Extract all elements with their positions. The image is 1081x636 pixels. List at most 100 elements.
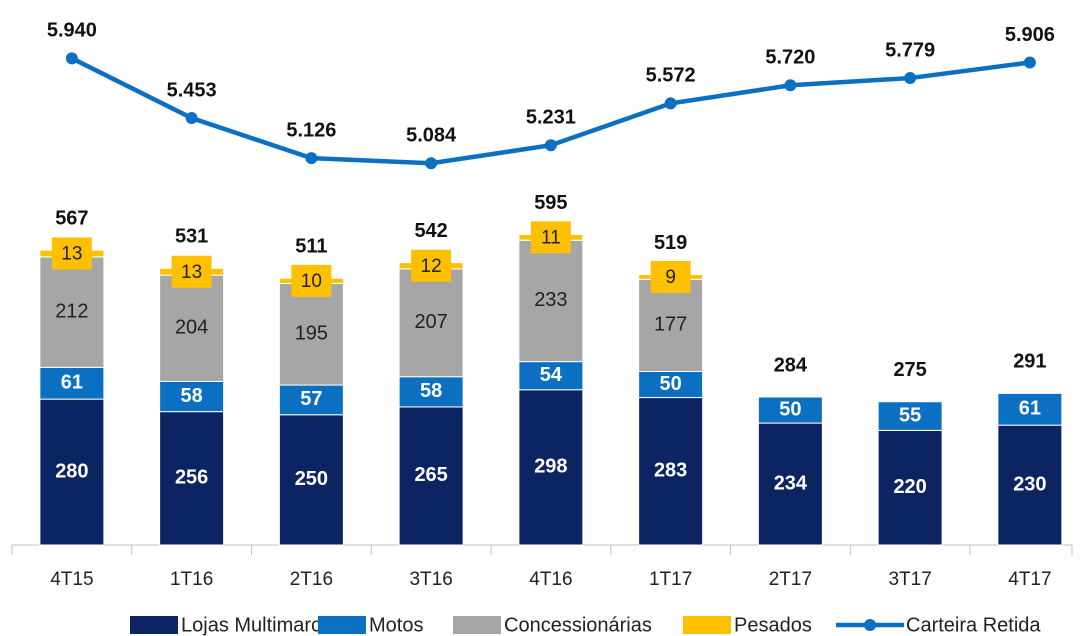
segment-label: 11 [541, 227, 561, 248]
segment-label: 204 [175, 317, 208, 339]
line-point [784, 79, 797, 92]
segment-label: 207 [414, 311, 447, 333]
legend-label: Lojas Multimarcas [181, 614, 342, 636]
line-point [904, 72, 917, 85]
segment-label: 10 [301, 271, 322, 292]
label-box [530, 221, 571, 254]
segment-label: 195 [295, 323, 328, 345]
segment-label: 9 [665, 267, 676, 288]
line-point [65, 52, 78, 65]
x-tick-label: 2T16 [290, 569, 333, 590]
line-point [1023, 56, 1036, 69]
total-label: 284 [774, 354, 808, 376]
line-label: 5.779 [885, 39, 935, 61]
segment-label: 13 [61, 244, 82, 265]
x-tick-label: 1T17 [649, 569, 692, 590]
line-point [425, 157, 438, 170]
line-label: 5.940 [47, 20, 97, 42]
segment-label: 177 [654, 314, 687, 336]
segment-label: 280 [55, 460, 88, 482]
bar-segment [39, 398, 105, 546]
bar-segment [518, 389, 584, 546]
line-label: 5.572 [646, 65, 696, 87]
line-label: 5.084 [406, 125, 457, 147]
legend-marker [864, 619, 876, 631]
total-label: 542 [414, 220, 447, 242]
segment-label: 283 [654, 460, 687, 482]
segment-label: 250 [295, 468, 328, 490]
segment-label: 61 [61, 372, 83, 394]
legend-label: Motos [369, 614, 423, 636]
bar-segment [39, 366, 105, 400]
total-label: 531 [175, 226, 208, 248]
bar-segment [278, 414, 344, 546]
bar-segment [877, 401, 943, 431]
line-label: 5.453 [167, 79, 217, 101]
total-label: 511 [295, 236, 327, 258]
bar-segment [398, 376, 464, 408]
label-box [291, 264, 332, 297]
line-label: 5.720 [765, 47, 815, 69]
segment-label: 256 [175, 467, 208, 489]
bar-segment [518, 361, 584, 391]
bar-segment [159, 380, 225, 413]
legend-label: Carteira Retida [906, 614, 1041, 636]
total-label: 519 [654, 232, 687, 254]
legend-swatch [683, 616, 731, 634]
total-label: 275 [893, 359, 926, 381]
bar-segment [757, 396, 823, 424]
legend-label: Concessionárias [504, 614, 652, 636]
line-point [185, 112, 198, 125]
line-point [664, 97, 677, 110]
label-box [51, 237, 92, 270]
line-point [544, 139, 557, 152]
segment-label: 61 [1019, 398, 1041, 420]
segment-label: 58 [181, 385, 203, 407]
bar-segment [398, 406, 464, 546]
segment-label: 13 [181, 262, 202, 283]
segment-label: 50 [779, 398, 801, 420]
segment-label: 234 [774, 472, 808, 494]
x-tick-label: 3T16 [409, 569, 452, 590]
segment-label: 58 [420, 380, 442, 402]
segment-label: 230 [1013, 473, 1046, 495]
line-label: 5.126 [286, 119, 336, 141]
total-label: 595 [534, 192, 567, 214]
segment-label: 233 [534, 289, 567, 311]
label-box [171, 255, 212, 288]
bar-segment [159, 411, 225, 546]
segment-label: 220 [893, 476, 926, 498]
bar-segment [638, 278, 704, 373]
bar-segment [757, 422, 823, 546]
x-tick-label: 1T16 [170, 569, 213, 590]
x-tick-label: 3T17 [888, 569, 931, 590]
line-label: 5.231 [526, 107, 576, 129]
line-label: 5.906 [1005, 24, 1055, 46]
segment-label: 12 [421, 256, 442, 277]
legend-swatch [453, 616, 501, 634]
x-tick-label: 2T17 [769, 569, 812, 590]
segment-label: 57 [300, 388, 322, 410]
bar-segment [398, 268, 464, 378]
bar-segment [278, 282, 344, 386]
bar-segment [638, 371, 704, 399]
segment-label: 298 [534, 456, 567, 478]
legend-swatch [318, 616, 366, 634]
bar-segment [997, 424, 1063, 546]
segment-label: 54 [540, 364, 563, 386]
bar-segment [638, 397, 704, 546]
legend-swatch [130, 616, 178, 634]
total-label: 291 [1013, 351, 1046, 373]
bar-segment [518, 239, 584, 363]
legend-label: Pesados [734, 614, 812, 636]
total-label: 567 [55, 207, 88, 229]
x-tick-label: 4T15 [50, 569, 93, 590]
label-box [411, 249, 452, 282]
segment-label: 55 [899, 404, 921, 426]
bar-segment [39, 256, 105, 368]
bar-segment [159, 274, 225, 382]
line-point [305, 152, 318, 165]
segment-label: 50 [660, 373, 682, 395]
label-box [650, 260, 691, 293]
